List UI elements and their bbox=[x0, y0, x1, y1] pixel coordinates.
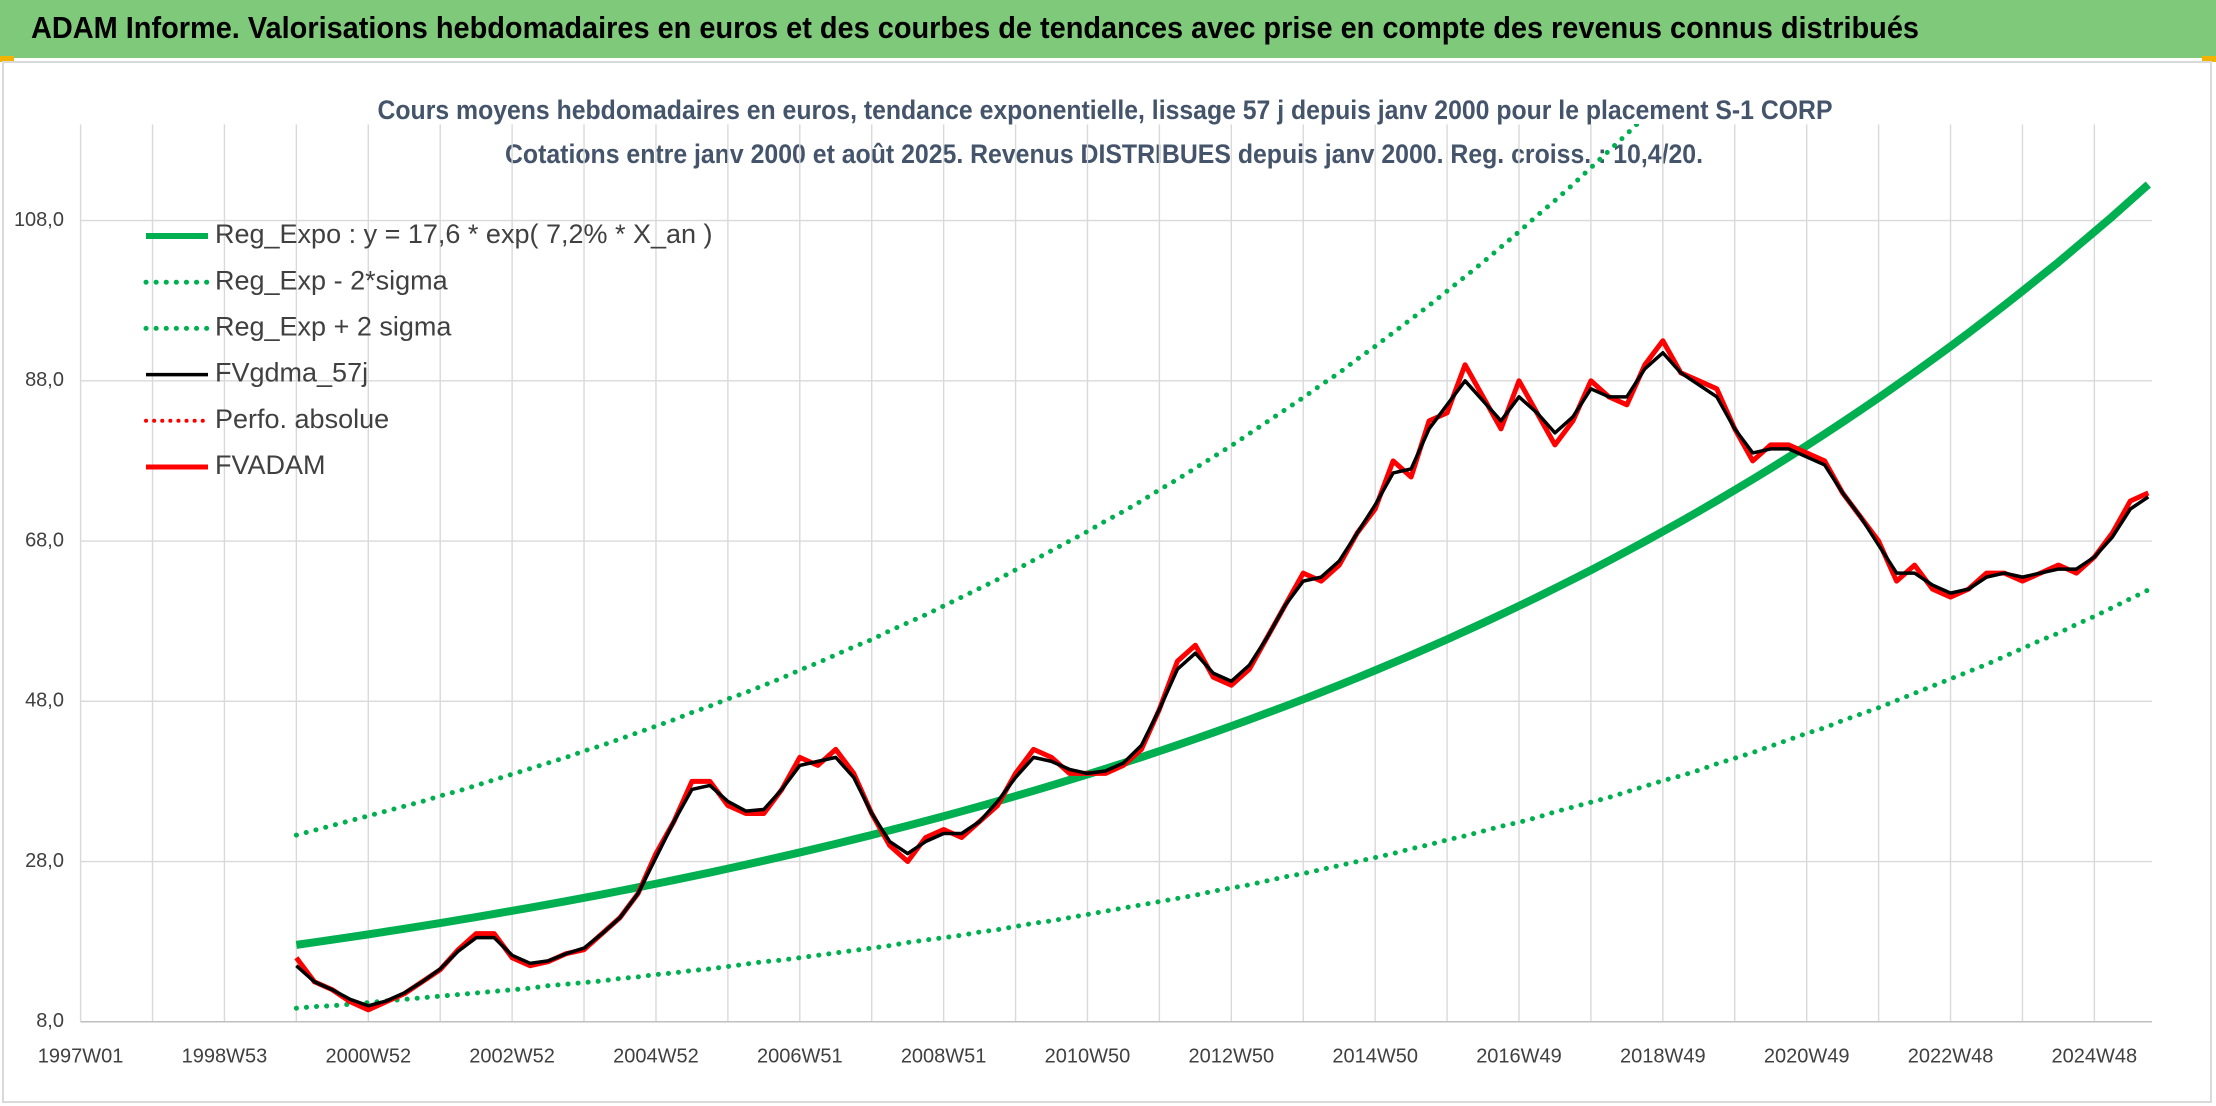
legend-label: Reg_Exp - 2*sigma bbox=[215, 265, 449, 295]
legend-label: FVgdma_57j bbox=[215, 358, 368, 388]
x-tick-label: 1998W53 bbox=[182, 1045, 268, 1067]
legend-label: Reg_Exp + 2 sigma bbox=[215, 312, 452, 342]
series-line bbox=[295, 181, 2151, 949]
corner-mark bbox=[0, 56, 14, 62]
y-tick-label: 88,0 bbox=[25, 369, 64, 391]
x-tick-label: 2014W50 bbox=[1332, 1045, 1418, 1067]
x-tick-label: 2018W49 bbox=[1620, 1045, 1706, 1067]
x-tick-label: 2002W52 bbox=[469, 1045, 555, 1067]
legend-label: Perfo. absolue bbox=[215, 404, 389, 434]
y-tick-label: 28,0 bbox=[25, 850, 64, 872]
corner-mark bbox=[2202, 56, 2216, 62]
legend-label: FVADAM bbox=[215, 450, 326, 480]
x-tick-label: 1997W01 bbox=[38, 1045, 124, 1067]
plot-area bbox=[293, 124, 2151, 1013]
y-tick-label: 48,0 bbox=[25, 690, 64, 712]
x-tick-label: 2016W49 bbox=[1476, 1045, 1562, 1067]
y-tick-label: 8,0 bbox=[36, 1010, 64, 1032]
x-tick-label: 2012W50 bbox=[1189, 1045, 1275, 1067]
x-tick-label: 2004W52 bbox=[613, 1045, 699, 1067]
legend-label: Reg_Expo : y = 17,6 * exp( 7,2% * X_an ) bbox=[215, 219, 713, 249]
x-tick-label: 2006W51 bbox=[757, 1045, 843, 1067]
x-tick-label: 2020W49 bbox=[1764, 1045, 1850, 1067]
x-tick-label: 2010W50 bbox=[1045, 1045, 1131, 1067]
chart-border bbox=[2, 61, 2212, 1103]
y-tick-label: 68,0 bbox=[25, 529, 64, 551]
x-tick-label: 2000W52 bbox=[325, 1045, 411, 1067]
series-line bbox=[295, 351, 2150, 1008]
title-bar bbox=[0, 0, 2216, 58]
chart-title: ADAM Informe. Valorisations hebdomadaire… bbox=[31, 10, 1919, 45]
y-tick-label: 108,0 bbox=[14, 209, 64, 231]
chart-subtitle: Cotations entre janv 2000 et août 2025. … bbox=[505, 139, 1703, 169]
x-tick-label: 2024W48 bbox=[2052, 1045, 2138, 1067]
series-line bbox=[293, 587, 2151, 1011]
x-tick-label: 2022W48 bbox=[1908, 1045, 1994, 1067]
chart-subtitle: Cours moyens hebdomadaires en euros, ten… bbox=[378, 95, 1833, 125]
series-line bbox=[293, 124, 1641, 838]
x-tick-label: 2008W51 bbox=[901, 1045, 987, 1067]
